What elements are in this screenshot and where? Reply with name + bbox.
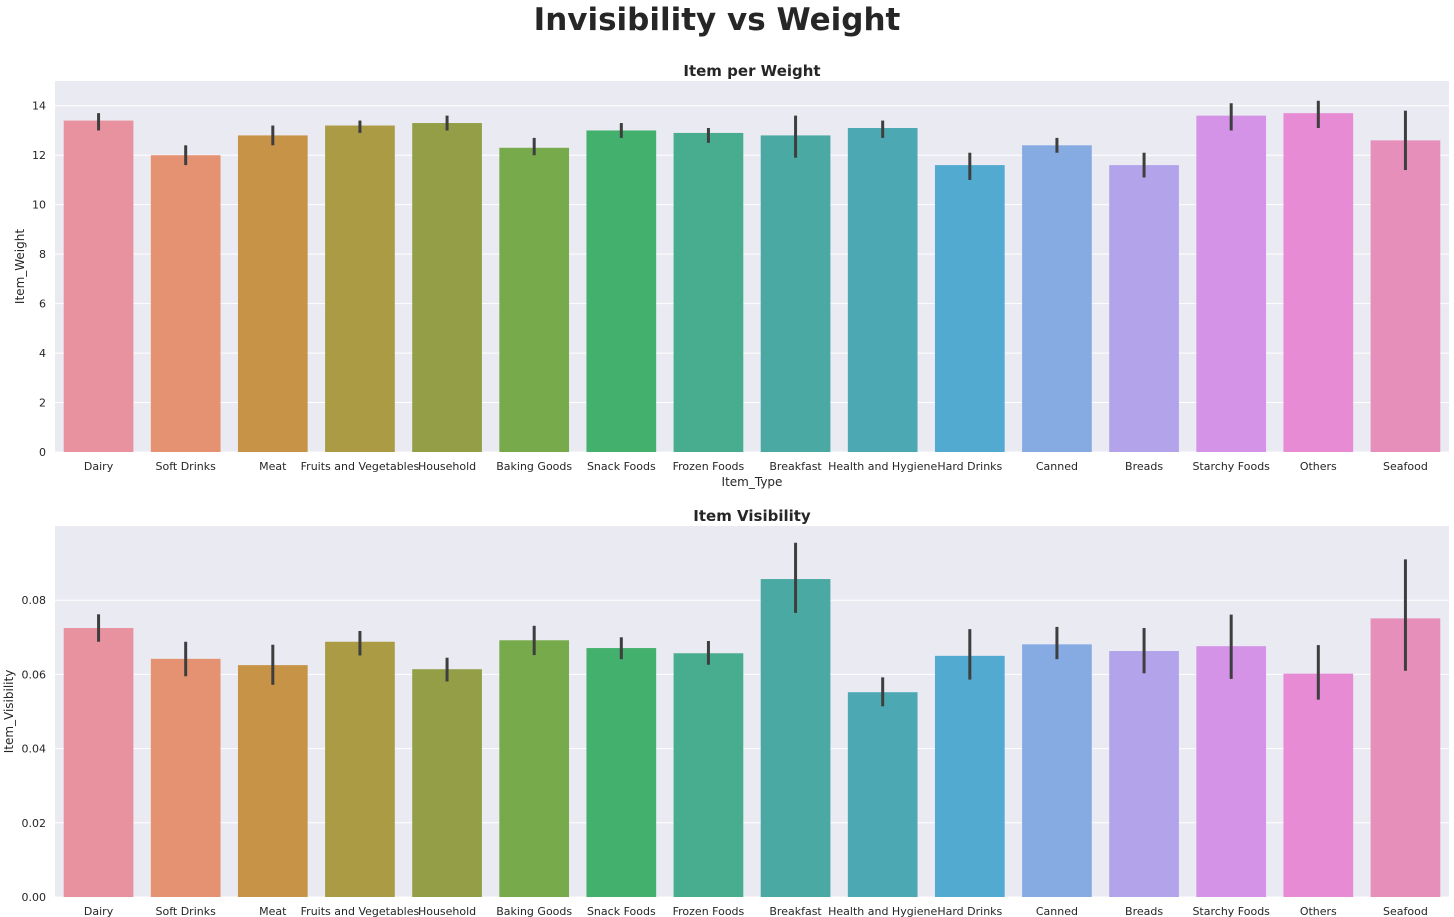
y-axis-label: Item_Visibility [2,670,16,754]
x-tick-label: Soft Drinks [156,460,217,473]
bar-fruits-and-vegetables [325,641,395,897]
chart-item-visibility: 0.00 0.02 0.04 0.06 0.08 Dairy Soft Drinks Meat… [2,507,1449,917]
x-tick-label: Frozen Foods [673,905,745,917]
bar-seafood [1370,140,1441,453]
y-tick-label: 0.04 [22,743,47,756]
y-tick-label: 0 [39,446,46,459]
bar-soft-drinks [150,155,221,452]
x-tick-label: Dairy [84,905,114,917]
bar-starchy-foods [1196,115,1267,453]
y-axis-label: Item_Weight [13,229,27,304]
bar-dairy [63,628,134,897]
bar-canned [1022,644,1092,897]
x-tick-label: Soft Drinks [156,905,217,917]
y-tick-label: 6 [39,298,46,311]
x-tick-label: Breads [1125,905,1163,917]
x-tick-label: Dairy [84,460,114,473]
x-tick-label: Others [1300,460,1337,473]
x-tick-label: Baking Goods [496,460,572,473]
x-tick-label: Canned [1036,905,1078,917]
x-tick-label: Breakfast [769,905,822,917]
x-tick-label: Hard Drinks [937,905,1002,917]
x-tick-label: Meat [259,460,287,473]
bar-others [1283,113,1354,453]
y-tick-label: 0.08 [22,594,47,607]
x-tick-label: Breakfast [769,460,822,473]
x-tick-label: Snack Foods [587,905,656,917]
x-tick-label: Household [418,905,476,917]
bar-household [412,123,482,453]
bar-breads [1109,165,1179,453]
bar-soft-drinks [150,658,221,897]
bar-health-and-hygiene [847,127,918,452]
bar-frozen-foods [673,653,744,897]
bar-canned [1022,145,1092,452]
x-tick-label: Meat [259,905,287,917]
x-tick-label: Fruits and Vegetables [301,905,420,917]
x-tick-label: Canned [1036,460,1078,473]
x-tick-label: Breads [1125,460,1163,473]
bar-others [1283,673,1354,897]
bar-snack-foods [586,130,657,452]
bar-meat [237,135,308,452]
y-tick-label: 8 [39,248,46,261]
x-tick-label: Seafood [1383,460,1428,473]
x-tick-label: Starchy Foods [1192,460,1270,473]
subplot-title: Item Visibility [693,507,811,525]
bar-frozen-foods [673,132,744,452]
bar-hard-drinks [934,655,1005,897]
bar-breakfast [760,579,831,897]
x-tick-label: Health and Hygiene [828,460,937,473]
bar-baking-goods [499,640,570,897]
bar-dairy [63,120,134,452]
subplot-title: Item per Weight [683,62,820,80]
x-tick-label: Starchy Foods [1192,905,1270,917]
y-tick-label: 0.06 [22,668,47,681]
x-tick-label: Baking Goods [496,905,572,917]
chart-item-per-weight: 0 2 4 6 8 10 12 14 Dairy Soft Drinks Meat Fruits an… [13,62,1449,489]
bar-health-and-hygiene [847,692,918,897]
bar-hard-drinks [934,165,1005,453]
y-tick-label: 4 [39,347,46,360]
bar-baking-goods [499,147,570,452]
x-tick-label: Snack Foods [587,460,656,473]
x-tick-label: Seafood [1383,905,1428,917]
y-tick-label: 0.00 [22,891,47,904]
bar-starchy-foods [1196,646,1267,897]
bar-breakfast [760,135,831,452]
x-tick-label: Hard Drinks [937,460,1002,473]
y-tick-label: 2 [39,397,46,410]
x-tick-label: Household [418,460,476,473]
figure-title: Invisibility vs Weight [534,2,901,38]
bar-breads [1109,651,1179,897]
x-tick-label: Fruits and Vegetables [301,460,420,473]
bar-meat [237,665,308,897]
x-tick-label: Others [1300,905,1337,917]
y-tick-label: 12 [32,149,46,162]
bar-household [412,669,482,897]
y-tick-label: 10 [32,199,46,212]
y-tick-label: 0.02 [22,817,47,830]
x-tick-label: Health and Hygiene [828,905,937,917]
x-tick-label: Frozen Foods [673,460,745,473]
bar-fruits-and-vegetables [325,125,395,453]
y-tick-label: 14 [32,100,46,113]
bar-snack-foods [586,648,657,897]
x-axis-label: Item_Type [722,475,783,489]
